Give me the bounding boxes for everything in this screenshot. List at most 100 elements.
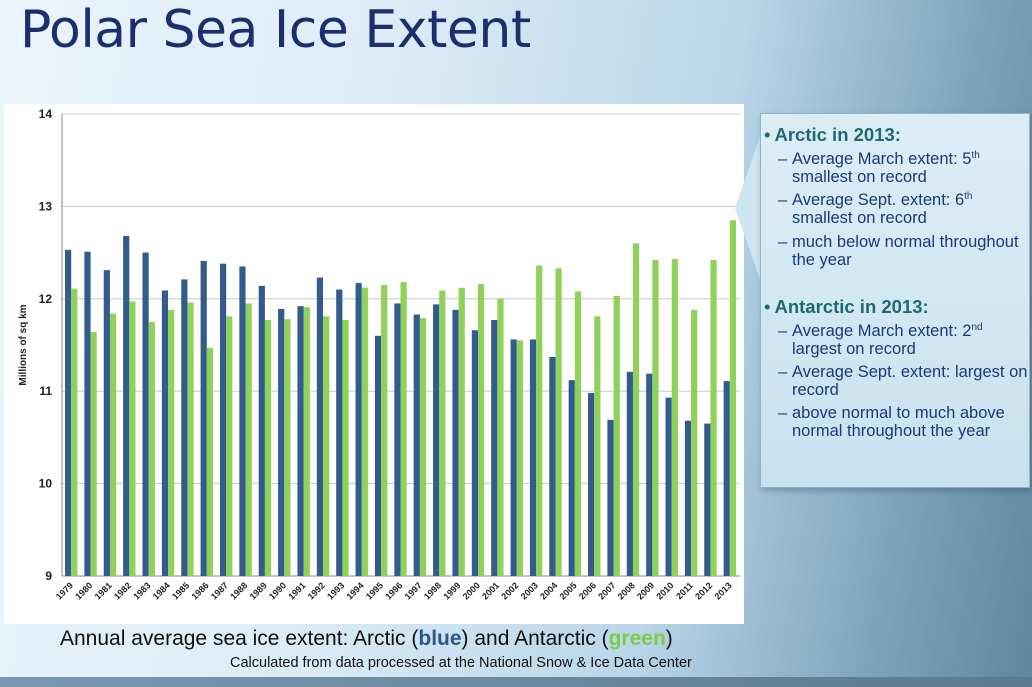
- caption-middle: ) and Antarctic (: [461, 627, 609, 650]
- bar-antarctic-1983: [148, 321, 155, 576]
- bar-antarctic-2000: [478, 284, 485, 576]
- bar-arctic-1994: [355, 283, 362, 576]
- bar-antarctic-2013: [729, 220, 737, 576]
- bar-arctic-2010: [665, 397, 672, 576]
- bar-antarctic-1980: [90, 332, 97, 576]
- bar-antarctic-2007: [613, 296, 620, 576]
- antarctic-item-normal: – above normal to much above normal thro…: [778, 404, 1028, 440]
- arctic-item-normal: – much below normal throughout the year: [778, 233, 1028, 269]
- x-tick-label: 2005: [558, 580, 579, 601]
- item-sup: nd: [971, 322, 983, 333]
- slide-title: Polar Sea Ice Extent: [20, 0, 531, 60]
- x-tick-label: 2003: [519, 580, 540, 601]
- bar-antarctic-2001: [497, 298, 504, 576]
- arctic-heading: • Arctic in 2013:: [764, 124, 901, 146]
- x-tick-label: 2011: [674, 580, 695, 601]
- item-after: largest on record: [792, 340, 916, 358]
- item-sup: th: [964, 191, 973, 202]
- item-text: Average March extent: 2: [792, 322, 972, 340]
- y-tick-label: 14: [39, 107, 53, 121]
- bar-chart: 9 10 11 12 13 14 Millions of sq km 197919801981…: [18, 107, 740, 602]
- bar-antarctic-2003: [536, 265, 543, 576]
- dash: –: [778, 404, 788, 422]
- x-tick-label: 1998: [422, 580, 443, 601]
- bar-arctic-1997: [413, 314, 420, 576]
- bar-arctic-1992: [316, 277, 324, 576]
- bar-arctic-1993: [336, 289, 343, 576]
- x-tick-label: 2012: [693, 580, 714, 601]
- bar-arctic-2007: [607, 419, 614, 576]
- item-sup: th: [971, 150, 980, 161]
- bar-arctic-2003: [529, 339, 537, 576]
- y-tick-label: 13: [39, 199, 53, 213]
- x-tick-label: 2006: [577, 580, 598, 601]
- data-credit: Calculated from data processed at the Na…: [230, 655, 692, 671]
- bar-arctic-1981: [103, 270, 110, 576]
- bar-arctic-1996: [394, 303, 401, 576]
- x-tick-label: 2004: [538, 580, 559, 601]
- x-tick-label: 1980: [73, 580, 94, 601]
- bar-arctic-2000: [471, 330, 478, 576]
- bar-antarctic-1986: [206, 347, 213, 576]
- x-tick-label: 2000: [461, 580, 482, 601]
- x-tick-label: 2008: [616, 580, 637, 601]
- item-after: smallest on record: [792, 168, 927, 186]
- x-tick-label: 1992: [306, 580, 327, 601]
- x-tick-label: 1981: [93, 580, 114, 601]
- bar-antarctic-1984: [168, 309, 175, 576]
- info-box: [760, 113, 1030, 488]
- caption-green: green: [608, 627, 666, 650]
- bar-antarctic-1993: [342, 320, 349, 576]
- x-tick-label: 1988: [228, 580, 249, 601]
- x-tick-label: 1993: [325, 580, 346, 601]
- antarctic-item-sept: – Average Sept. extent: largest on recor…: [778, 363, 1028, 399]
- x-tick-label: 1990: [267, 580, 288, 601]
- bar-antarctic-1998: [439, 290, 446, 576]
- bar-arctic-1991: [297, 306, 304, 576]
- bar-arctic-1995: [374, 335, 382, 576]
- y-axis-label: Millions of sq km: [18, 304, 29, 385]
- x-tick-label: 1991: [286, 580, 307, 601]
- item-text: Average Sept. extent: 6: [792, 191, 965, 209]
- bar-antarctic-1989: [264, 320, 272, 576]
- bar-arctic-1999: [452, 309, 459, 576]
- bullet: •: [764, 124, 771, 145]
- bar-arctic-2013: [723, 381, 730, 576]
- chart-panel: 9 10 11 12 13 14 Millions of sq km 1979 1980 1981…: [4, 104, 744, 624]
- x-tick-label: 2009: [635, 580, 656, 601]
- antarctic-heading: • Antarctic in 2013:: [764, 296, 929, 318]
- caption-blue: blue: [418, 627, 462, 650]
- bar-antarctic-2011: [691, 309, 698, 576]
- x-tick-label: 2007: [596, 580, 617, 601]
- dash: –: [778, 150, 788, 168]
- bar-arctic-1984: [161, 290, 169, 576]
- bar-antarctic-2012: [710, 259, 717, 576]
- bar-arctic-1986: [200, 260, 207, 576]
- bar-antarctic-2008: [632, 243, 640, 577]
- x-tick-label: 1999: [441, 580, 462, 601]
- bar-arctic-2001: [491, 320, 498, 576]
- bar-antarctic-1981: [109, 313, 117, 576]
- y-tick-label: 11: [39, 384, 52, 398]
- bar-arctic-2011: [684, 420, 692, 576]
- bar-arctic-2008: [626, 371, 633, 576]
- y-tick-label: 12: [39, 292, 53, 306]
- bar-antarctic-1996: [400, 282, 407, 576]
- bar-antarctic-1995: [381, 284, 388, 576]
- bar-antarctic-1992: [323, 316, 330, 576]
- bar-arctic-1987: [219, 263, 227, 576]
- bar-arctic-2006: [588, 393, 595, 576]
- bar-antarctic-2004: [555, 268, 562, 576]
- bar-arctic-2004: [549, 357, 556, 576]
- antarctic-item-march: – Average March extent: 2nd largest on r…: [778, 322, 1028, 358]
- y-tick-label: 10: [39, 477, 53, 491]
- bar-arctic-2005: [568, 380, 575, 576]
- x-tick-label: 1994: [344, 580, 365, 601]
- x-tick-label: 1989: [248, 580, 269, 601]
- x-tick-label: 1983: [131, 580, 152, 601]
- dash: –: [778, 363, 788, 381]
- arctic-item-march: – Average March extent: 5th smallest on …: [778, 150, 1028, 186]
- caption-prefix: Annual average sea ice extent: Arctic (: [60, 627, 419, 650]
- x-tick-label: 1997: [403, 580, 424, 601]
- bar-arctic-1983: [142, 252, 149, 576]
